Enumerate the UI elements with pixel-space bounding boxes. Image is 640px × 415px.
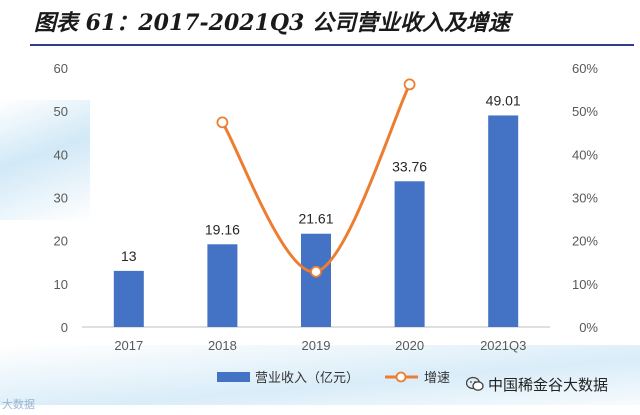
y-left-tick-label: 60 [54, 61, 68, 76]
x-tick-label: 2018 [208, 338, 237, 353]
bar-data-label: 19.16 [205, 221, 240, 237]
legend-line-marker [395, 371, 407, 383]
bar-data-label: 33.76 [392, 158, 427, 174]
y-right-tick-label: 10% [572, 277, 598, 292]
bar-data-label: 21.61 [298, 211, 333, 227]
bar [394, 181, 425, 327]
y-right-tick-label: 50% [572, 104, 598, 119]
legend-bar-label: 营业收入（亿元） [255, 371, 359, 386]
legend-line-label: 增速 [424, 371, 450, 386]
x-tick-label: 2020 [395, 338, 424, 353]
y-left-tick-label: 0 [61, 320, 68, 335]
bar [207, 244, 238, 327]
source-label: 中国稀金谷大数据 [488, 376, 609, 394]
growth-marker [216, 116, 229, 129]
y-right-tick-label: 0% [579, 320, 598, 335]
bar [488, 115, 519, 327]
y-right-tick-label: 30% [572, 191, 598, 206]
bar [301, 233, 331, 327]
watermark-band-bottom [0, 345, 640, 405]
x-tick-label: 2021Q3 [480, 338, 526, 353]
x-tick-label: 2017 [114, 338, 143, 353]
legend-bar-swatch [217, 372, 250, 382]
chart-title: 图表 61：2017-2021Q3 公司营业收入及增速 [34, 10, 510, 36]
bar-data-label: 13 [121, 248, 137, 264]
y-right-tick-label: 60% [572, 61, 598, 76]
bar [113, 270, 144, 327]
y-right-tick-label: 40% [572, 147, 598, 162]
watermark-text: 大数据 [2, 398, 35, 411]
y-left-tick-label: 50 [54, 104, 68, 119]
y-left-tick-label: 30 [54, 191, 68, 206]
y-right-tick-label: 20% [572, 234, 598, 249]
title-rule [30, 44, 634, 46]
bar-data-label: 49.01 [486, 92, 521, 108]
y-left-tick-label: 10 [54, 277, 68, 292]
watermark-band [0, 100, 90, 220]
y-left-tick-label: 40 [54, 147, 68, 162]
x-tick-label: 2019 [302, 338, 331, 353]
y-left-tick-label: 20 [54, 234, 68, 249]
growth-marker [403, 78, 416, 91]
wechat-icon [466, 376, 484, 391]
growth-marker [310, 265, 322, 278]
